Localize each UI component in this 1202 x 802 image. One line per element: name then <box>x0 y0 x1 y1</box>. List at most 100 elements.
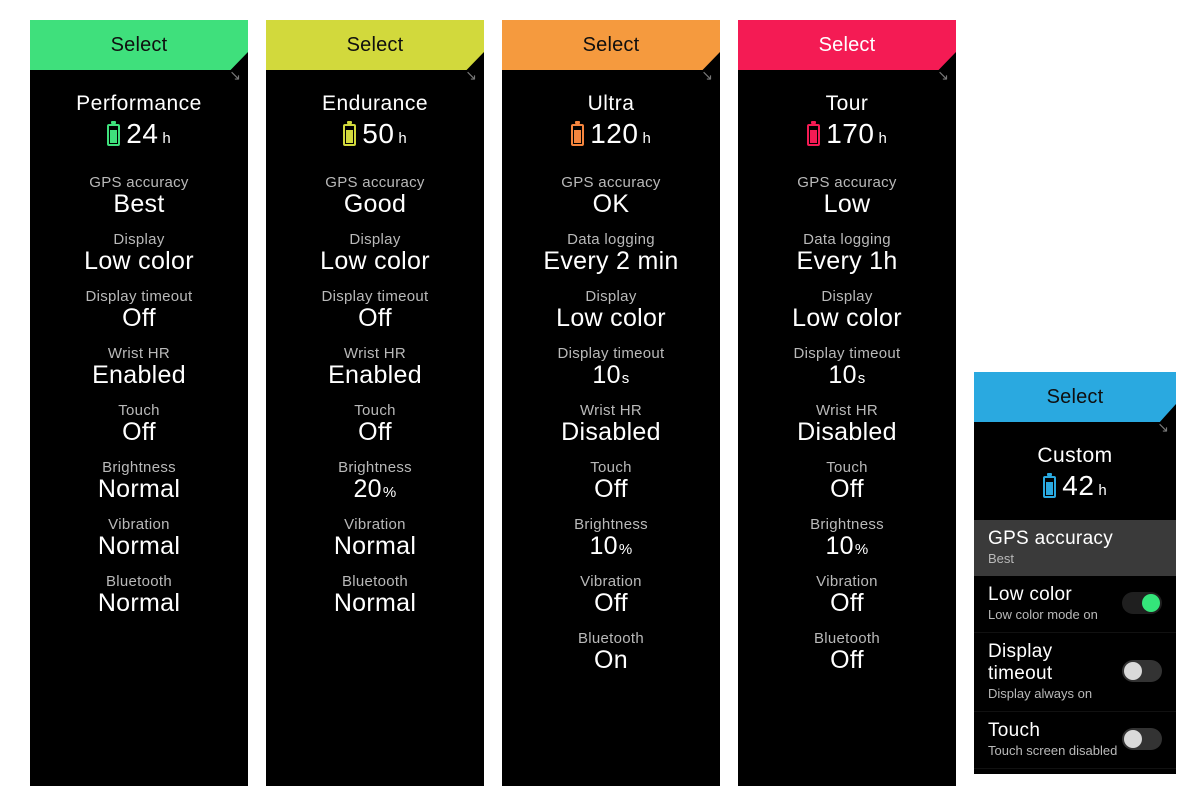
mode-name: Tour <box>738 92 956 116</box>
setting-value: Off <box>826 475 868 504</box>
setting-value-text: Off <box>830 589 864 617</box>
setting-row: TouchOff <box>590 459 632 504</box>
hours-row: 120h <box>502 118 720 150</box>
setting-row: GPS accuracyLow <box>797 174 896 219</box>
setting-label: Data logging <box>543 231 678 248</box>
settings-list: GPS accuracyGoodDisplayLow colorDisplay … <box>266 158 484 786</box>
setting-value-text: 10 <box>589 532 617 560</box>
battery-icon <box>807 124 820 146</box>
battery-icon <box>1043 476 1056 498</box>
toggle-switch[interactable] <box>1122 660 1162 682</box>
setting-row: GPS accuracyGood <box>325 174 424 219</box>
setting-value: Off <box>816 589 878 618</box>
setting-value: 10% <box>810 532 884 561</box>
hours-value: 42 <box>1062 470 1094 502</box>
setting-label: Display timeout <box>321 288 428 305</box>
toggle-knob <box>1142 594 1160 612</box>
select-tab[interactable]: Select <box>266 20 484 70</box>
mode-card-performance: Select↘Performance24hGPS accuracyBestDis… <box>30 20 248 786</box>
setting-label: Bluetooth <box>98 573 180 590</box>
setting-value: On <box>578 646 644 675</box>
setting-label: GPS accuracy <box>561 174 660 191</box>
select-tab-label: Select <box>111 34 168 57</box>
setting-row: DisplayLow color <box>556 288 666 333</box>
setting-row: Wrist HREnabled <box>92 345 186 390</box>
custom-row[interactable]: TouchTouch screen disabled <box>974 712 1176 769</box>
setting-value-text: Off <box>830 475 864 503</box>
setting-row: VibrationOff <box>816 573 878 618</box>
hours-value: 50 <box>362 118 394 150</box>
toggle-switch[interactable] <box>1122 728 1162 750</box>
setting-label: Vibration <box>580 573 642 590</box>
hours-row: 50h <box>266 118 484 150</box>
custom-row-sub: Best <box>988 551 1113 566</box>
custom-row[interactable]: Display timeoutDisplay always on <box>974 633 1176 712</box>
hours-unit: h <box>398 130 406 147</box>
setting-label: Display timeout <box>85 288 192 305</box>
setting-label: Display timeout <box>557 345 664 362</box>
mode-card-tour: Select↘Tour170hGPS accuracyLowData loggi… <box>738 20 956 786</box>
setting-value: Disabled <box>797 418 897 447</box>
setting-value: Low color <box>556 304 666 333</box>
setting-value-text: Off <box>358 418 392 446</box>
setting-label: Wrist HR <box>797 402 897 419</box>
custom-row[interactable]: Low colorLow color mode on <box>974 576 1176 633</box>
setting-value: Good <box>325 190 424 219</box>
setting-label: Vibration <box>334 516 416 533</box>
setting-value-text: Low color <box>556 304 666 332</box>
setting-label: Brightness <box>98 459 180 476</box>
setting-row: Brightness10% <box>810 516 884 561</box>
setting-row: TouchOff <box>354 402 396 447</box>
setting-label: Display <box>84 231 194 248</box>
custom-row-sub: Display always on <box>988 686 1122 701</box>
setting-value-text: Normal <box>334 589 416 617</box>
setting-value-text: Off <box>122 418 156 446</box>
custom-settings-list: GPS accuracyBestLow colorLow color mode … <box>974 520 1176 769</box>
toggle-switch[interactable] <box>1122 592 1162 614</box>
setting-value-text: Normal <box>98 475 180 503</box>
setting-value: Normal <box>334 532 416 561</box>
setting-value: Normal <box>98 475 180 504</box>
custom-row-sub: Low color mode on <box>988 607 1098 622</box>
settings-list: GPS accuracyLowData loggingEvery 1hDispl… <box>738 158 956 786</box>
select-tab[interactable]: Select <box>502 20 720 70</box>
setting-value-text: Normal <box>98 589 180 617</box>
setting-label: Wrist HR <box>561 402 661 419</box>
setting-row: BluetoothOn <box>578 630 644 675</box>
setting-label: GPS accuracy <box>325 174 424 191</box>
setting-value: Enabled <box>328 361 422 390</box>
select-tab[interactable]: Select <box>974 372 1176 422</box>
setting-value-text: Off <box>830 646 864 674</box>
tab-area-endurance: Select↘ <box>266 20 484 70</box>
setting-row: TouchOff <box>118 402 160 447</box>
select-tab[interactable]: Select <box>30 20 248 70</box>
setting-value: Low color <box>792 304 902 333</box>
select-tab[interactable]: Select <box>738 20 956 70</box>
setting-value-text: Disabled <box>561 418 661 446</box>
setting-value: Every 1h <box>796 247 897 276</box>
card-header: Ultra120h <box>502 70 720 158</box>
custom-row-title: GPS accuracy <box>988 528 1113 550</box>
setting-row: BrightnessNormal <box>98 459 180 504</box>
setting-value-text: 10 <box>828 361 856 389</box>
settings-list: GPS accuracyOK Data loggingEvery 2 min Dis… <box>502 158 720 786</box>
setting-value: Off <box>321 304 428 333</box>
setting-label: Touch <box>590 459 632 476</box>
setting-value: Best <box>89 190 188 219</box>
setting-label: Brightness <box>810 516 884 533</box>
setting-row: GPS accuracyOK <box>561 174 660 219</box>
setting-value-text: Every 2 min <box>543 247 678 275</box>
setting-value: 10% <box>574 532 648 561</box>
hours-row: 170h <box>738 118 956 150</box>
setting-value-text: Low color <box>84 247 194 275</box>
setting-row: BluetoothNormal <box>98 573 180 618</box>
mode-card-ultra: Select↘Ultra120hGPS accuracyOKData loggi… <box>502 20 720 786</box>
setting-label: Vibration <box>816 573 878 590</box>
toggle-knob <box>1124 730 1142 748</box>
setting-label: Vibration <box>98 516 180 533</box>
setting-value: Off <box>354 418 396 447</box>
custom-row[interactable]: GPS accuracyBest <box>974 520 1176 576</box>
setting-label: Display <box>320 231 430 248</box>
setting-value-text: Good <box>344 190 406 218</box>
setting-value: Normal <box>334 589 416 618</box>
